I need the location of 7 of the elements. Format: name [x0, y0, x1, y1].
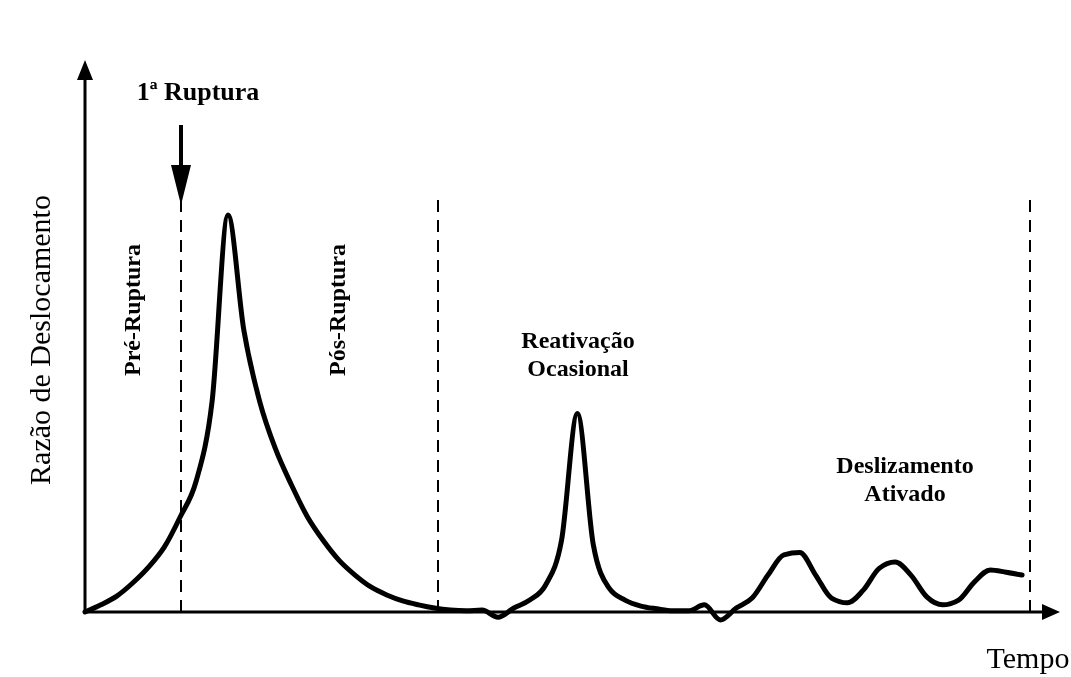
annotation: Pré-Ruptura [119, 244, 145, 376]
annotation: Reativação Ocasional [521, 326, 635, 382]
annotation: Pós-Ruptura [324, 243, 350, 377]
x-axis-title: Tempo [986, 641, 1070, 674]
annotation: Deslizamento Ativado [836, 451, 974, 507]
text: 1ª Ruptura [136, 77, 260, 106]
y-axis-title: Razão de Deslocamento [23, 195, 56, 485]
